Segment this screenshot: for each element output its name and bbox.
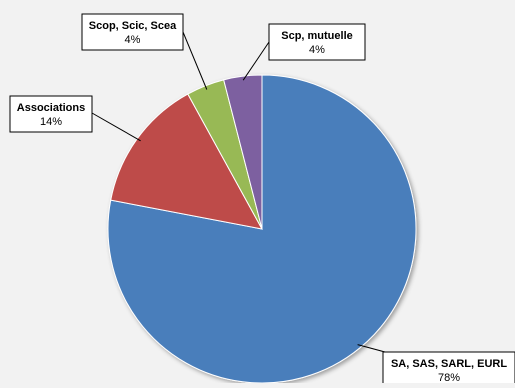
slice-label-2: Associations	[17, 102, 85, 114]
callout-leader-line-1	[357, 344, 386, 353]
pie-slice-4	[223, 74, 263, 230]
slice-value-label-3: 4%	[125, 34, 141, 46]
slice-label-3: Scop, Scic, Scea	[89, 20, 177, 32]
callout-box-1	[382, 351, 515, 388]
slice-label-4: Scp, mutuelle	[281, 30, 353, 42]
callout-leader-line-2	[91, 112, 141, 142]
slice-value-label-4: 4%	[309, 44, 325, 56]
pie-slice-1	[107, 74, 417, 384]
slice-value-label-2: 14%	[40, 116, 62, 128]
slice-value-label-1: 78%	[438, 372, 460, 383]
callout-leader-line-3	[182, 31, 208, 90]
slice-label-1: SA, SAS, SARL, EURL	[391, 358, 507, 370]
callout-box-3	[81, 13, 184, 51]
pie-callouts: SA, SAS, SARL, EURL 78% Associations 14% Sco…	[9, 13, 515, 388]
callout-leader-line-4	[242, 41, 270, 81]
callout-box-2	[9, 95, 93, 133]
pie-slices	[107, 74, 417, 384]
callout-box-4	[268, 23, 366, 61]
